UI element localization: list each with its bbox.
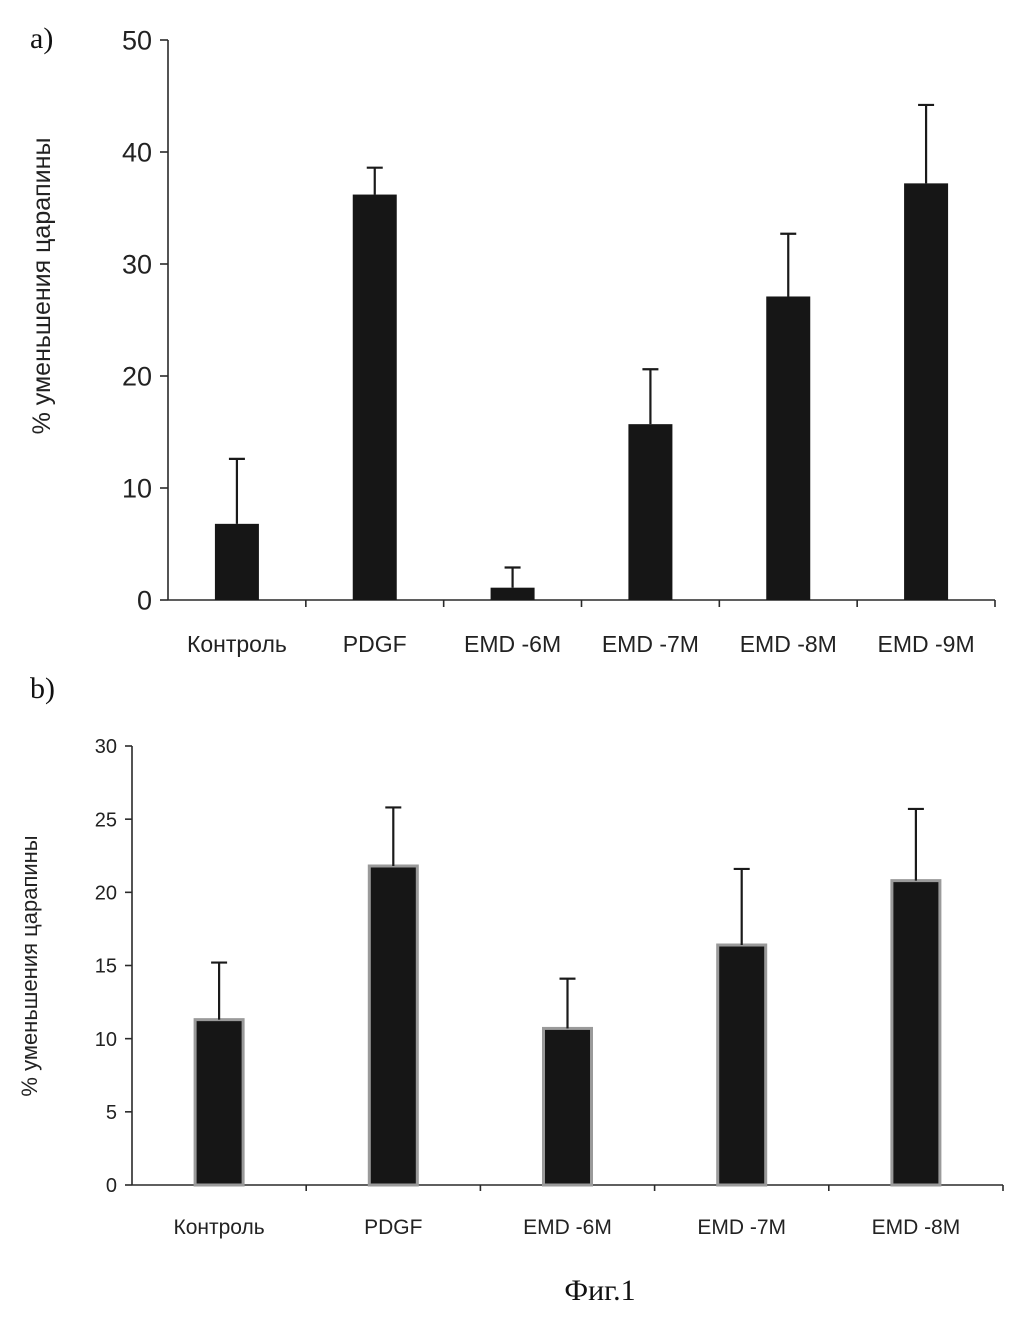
bar-a (353, 195, 397, 600)
bar-b (718, 945, 766, 1185)
y-tick-label-a: 30 (122, 250, 152, 280)
y-tick-label-a: 0 (137, 586, 152, 616)
bar-b (892, 881, 940, 1185)
x-category-label-b: EMD -6M (523, 1216, 612, 1239)
bar-a (766, 296, 810, 600)
y-tick-label-b: 20 (95, 883, 117, 905)
x-category-label-b: EMD -8M (872, 1216, 961, 1239)
x-category-label-a: EMD -9M (878, 631, 975, 657)
x-category-label-a: EMD -6M (464, 631, 561, 657)
y-tick-label-b: 10 (95, 1029, 117, 1051)
y-tick-label-a: 40 (122, 138, 152, 168)
y-tick-label-a: 20 (122, 362, 152, 392)
panel-label-a: a) (30, 22, 53, 55)
y-tick-label-b: 0 (106, 1175, 117, 1197)
y-tick-label-a: 50 (122, 26, 152, 56)
x-category-label-a: EMD -7M (602, 631, 699, 657)
y-tick-label-b: 15 (95, 956, 117, 978)
y-tick-label-b: 25 (95, 809, 117, 831)
bar-a (904, 183, 948, 600)
y-tick-label-a: 10 (122, 474, 152, 504)
x-category-label-b: PDGF (364, 1216, 422, 1239)
panel-label-b: b) (30, 672, 55, 705)
figure-caption: Фиг.1 (564, 1274, 635, 1307)
x-category-label-a: PDGF (343, 631, 407, 657)
bar-b (195, 1020, 243, 1185)
x-category-label-a: Контроль (187, 631, 287, 657)
x-category-label-a: EMD -8M (740, 631, 837, 657)
chart-a: a) % уменьшения царапины 0 10 20 30 40 50 Конт… (28, 22, 995, 657)
x-category-label-b: Контроль (173, 1216, 264, 1239)
x-category-label-b: EMD -7M (697, 1216, 786, 1239)
bar-a (491, 588, 535, 600)
y-tick-label-b: 30 (95, 736, 117, 758)
bar-b (369, 866, 417, 1185)
bar-a (628, 424, 672, 600)
bar-b (544, 1028, 592, 1185)
bar-a (215, 524, 259, 600)
y-axis-label-a: % уменьшения царапины (28, 138, 56, 435)
chart-b: b) % уменьшения царапины 0 5 10 15 20 25 30 Кон… (17, 672, 1003, 1239)
y-tick-label-b: 5 (106, 1102, 117, 1124)
y-axis-label-b: % уменьшения царапины (17, 835, 42, 1096)
